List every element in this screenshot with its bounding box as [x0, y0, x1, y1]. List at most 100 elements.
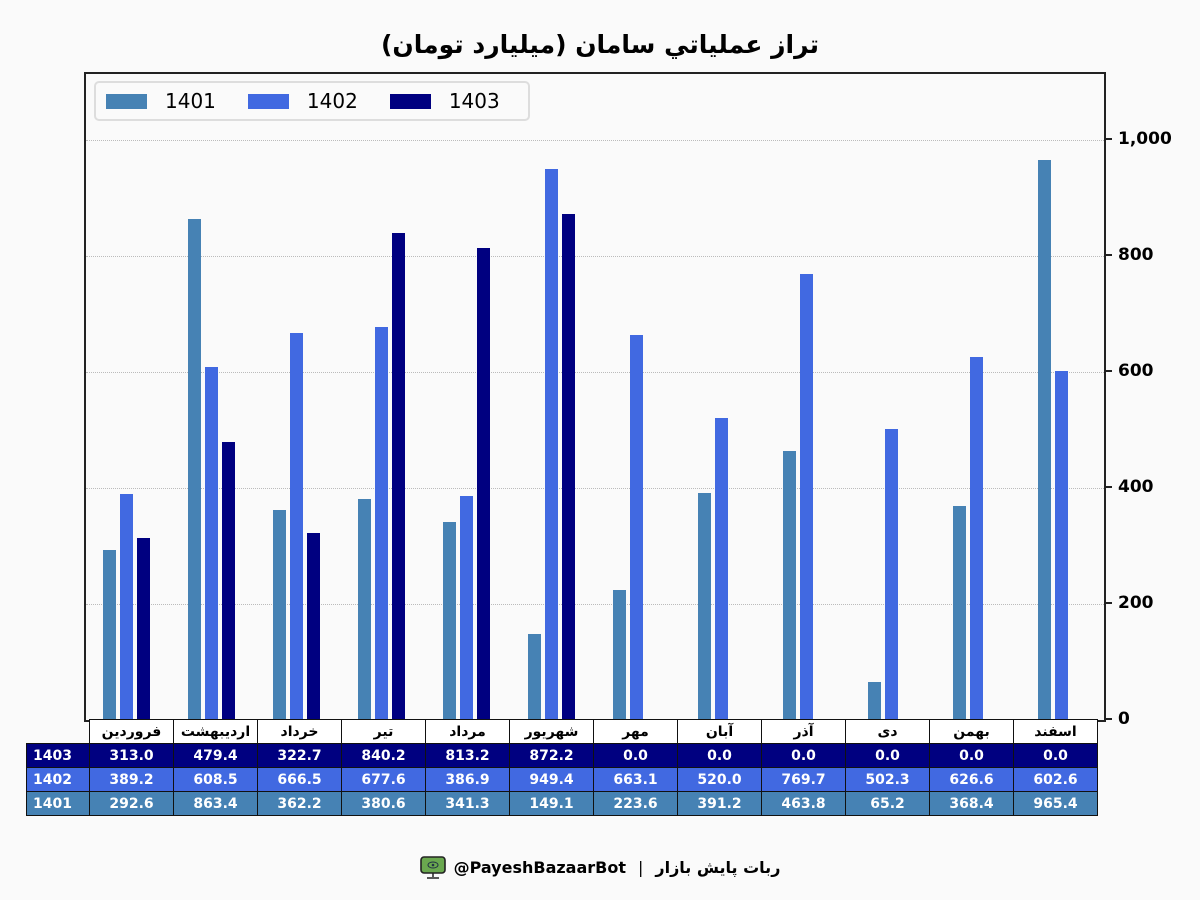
- table-cell: 813.2: [425, 743, 510, 768]
- bar-1401: [273, 509, 286, 720]
- bar-1402: [715, 418, 728, 720]
- table-cell: 386.9: [425, 767, 510, 792]
- table-cell: 965.4: [1013, 791, 1098, 816]
- data-table: فروردین اردیبهشت خرداد تیر مرداد شهریور مهر آبا…: [26, 719, 1098, 816]
- table-cell: 663.1: [593, 767, 678, 792]
- y-tick-label: 0: [1118, 709, 1130, 729]
- y-tick: [1104, 138, 1112, 140]
- table-cell: 520.0: [677, 767, 762, 792]
- legend-label: 1403: [448, 89, 500, 113]
- bar-1402: [545, 169, 558, 720]
- table-cell: 0.0: [845, 743, 930, 768]
- column-header: آبان: [677, 719, 762, 744]
- bar-1401: [443, 522, 456, 720]
- bot-name: ربات پایش بازار: [655, 857, 781, 877]
- y-tick-label: 400: [1118, 477, 1154, 497]
- table-cell: 362.2: [257, 791, 342, 816]
- legend-item-1403: 1403: [389, 89, 500, 113]
- legend-item-1402: 1402: [247, 89, 358, 113]
- bar-1401: [868, 682, 881, 720]
- chart-title: تراز عملیاتي سامان (میلیارد تومان): [380, 30, 820, 59]
- legend-label: 1402: [306, 89, 358, 113]
- table-cell: 292.6: [89, 791, 174, 816]
- bar-1401: [188, 219, 201, 720]
- bar-1401: [528, 633, 541, 720]
- y-tick-label: 200: [1118, 593, 1154, 613]
- bar-1403: [222, 441, 235, 720]
- bar-1401: [953, 506, 966, 720]
- footer-separator: |: [638, 857, 644, 877]
- column-header: شهریور: [509, 719, 594, 744]
- gridline: [86, 604, 1104, 605]
- table-cell: 389.2: [89, 767, 174, 792]
- bar-1403: [562, 214, 575, 720]
- column-header: تیر: [341, 719, 426, 744]
- bar-1401: [103, 550, 116, 720]
- table-cell: 608.5: [173, 767, 258, 792]
- bar-1401: [783, 451, 796, 720]
- y-tick: [1104, 370, 1112, 372]
- table-row: 1401 292.6 863.4 362.2 380.6 341.3 149.1 223.6 3…: [26, 791, 1098, 816]
- row-label: 1402: [26, 767, 90, 792]
- bar-1401: [613, 590, 626, 720]
- table-cell: 65.2: [845, 791, 930, 816]
- gridline: [86, 140, 1104, 141]
- table-cell: 0.0: [761, 743, 846, 768]
- legend-label: 1401: [165, 89, 216, 113]
- bar-1402: [1055, 370, 1068, 720]
- bar-1402: [205, 367, 218, 720]
- bar-1402: [800, 273, 813, 720]
- footer: @PayeshBazaarBot | ربات پایش بازار: [0, 856, 1200, 879]
- table-header-row: فروردین اردیبهشت خرداد تیر مرداد شهریور مهر آبا…: [27, 719, 1098, 744]
- table-corner: [27, 720, 90, 744]
- table-cell: 602.6: [1013, 767, 1098, 792]
- column-header: دی: [845, 719, 930, 744]
- table-cell: 463.8: [761, 791, 846, 816]
- table-cell: 368.4: [929, 791, 1014, 816]
- plot-area: [84, 72, 1106, 722]
- legend-swatch: [247, 93, 289, 109]
- monitor-bot-icon: [419, 856, 446, 879]
- table-cell: 313.0: [89, 743, 174, 768]
- table-cell: 863.4: [173, 791, 258, 816]
- y-tick: [1104, 486, 1112, 488]
- bar-1402: [120, 494, 133, 720]
- column-header: بهمن: [929, 719, 1014, 744]
- bar-1403: [137, 538, 150, 720]
- y-tick-label: 1,000: [1118, 129, 1172, 149]
- table-cell: 666.5: [257, 767, 342, 792]
- table-cell: 626.6: [929, 767, 1014, 792]
- column-header: آذر: [761, 719, 846, 744]
- bar-1401: [358, 499, 371, 720]
- gridline: [86, 256, 1104, 257]
- legend-swatch: [389, 93, 431, 109]
- table-row: 1403 313.0 479.4 322.7 840.2 813.2 872.2 0.0 0.0…: [26, 743, 1098, 768]
- bar-1402: [290, 333, 303, 720]
- y-tick: [1104, 254, 1112, 256]
- table-cell: 380.6: [341, 791, 426, 816]
- gridline: [86, 372, 1104, 373]
- table-cell: 0.0: [677, 743, 762, 768]
- gridline: [86, 488, 1104, 489]
- bar-1402: [375, 327, 388, 720]
- y-tick: [1104, 718, 1112, 720]
- table-cell: 322.7: [257, 743, 342, 768]
- table-cell: 223.6: [593, 791, 678, 816]
- column-header: خرداد: [257, 719, 342, 744]
- table-row: 1402 389.2 608.5 666.5 677.6 386.9 949.4 663.1 5…: [26, 767, 1098, 792]
- bar-1402: [460, 495, 473, 720]
- column-header: مرداد: [425, 719, 510, 744]
- table-cell: 0.0: [929, 743, 1014, 768]
- table-cell: 0.0: [1013, 743, 1098, 768]
- legend: 1401 1402 1403: [94, 81, 530, 121]
- table-cell: 0.0: [593, 743, 678, 768]
- table-cell: 502.3: [845, 767, 930, 792]
- table-cell: 391.2: [677, 791, 762, 816]
- y-tick: [1104, 602, 1112, 604]
- bot-handle: @PayeshBazaarBot: [453, 857, 626, 877]
- table-cell: 677.6: [341, 767, 426, 792]
- bar-1402: [885, 428, 898, 720]
- bar-1401: [698, 493, 711, 720]
- legend-item-1401: 1401: [106, 89, 216, 113]
- column-header: اسفند: [1013, 719, 1098, 744]
